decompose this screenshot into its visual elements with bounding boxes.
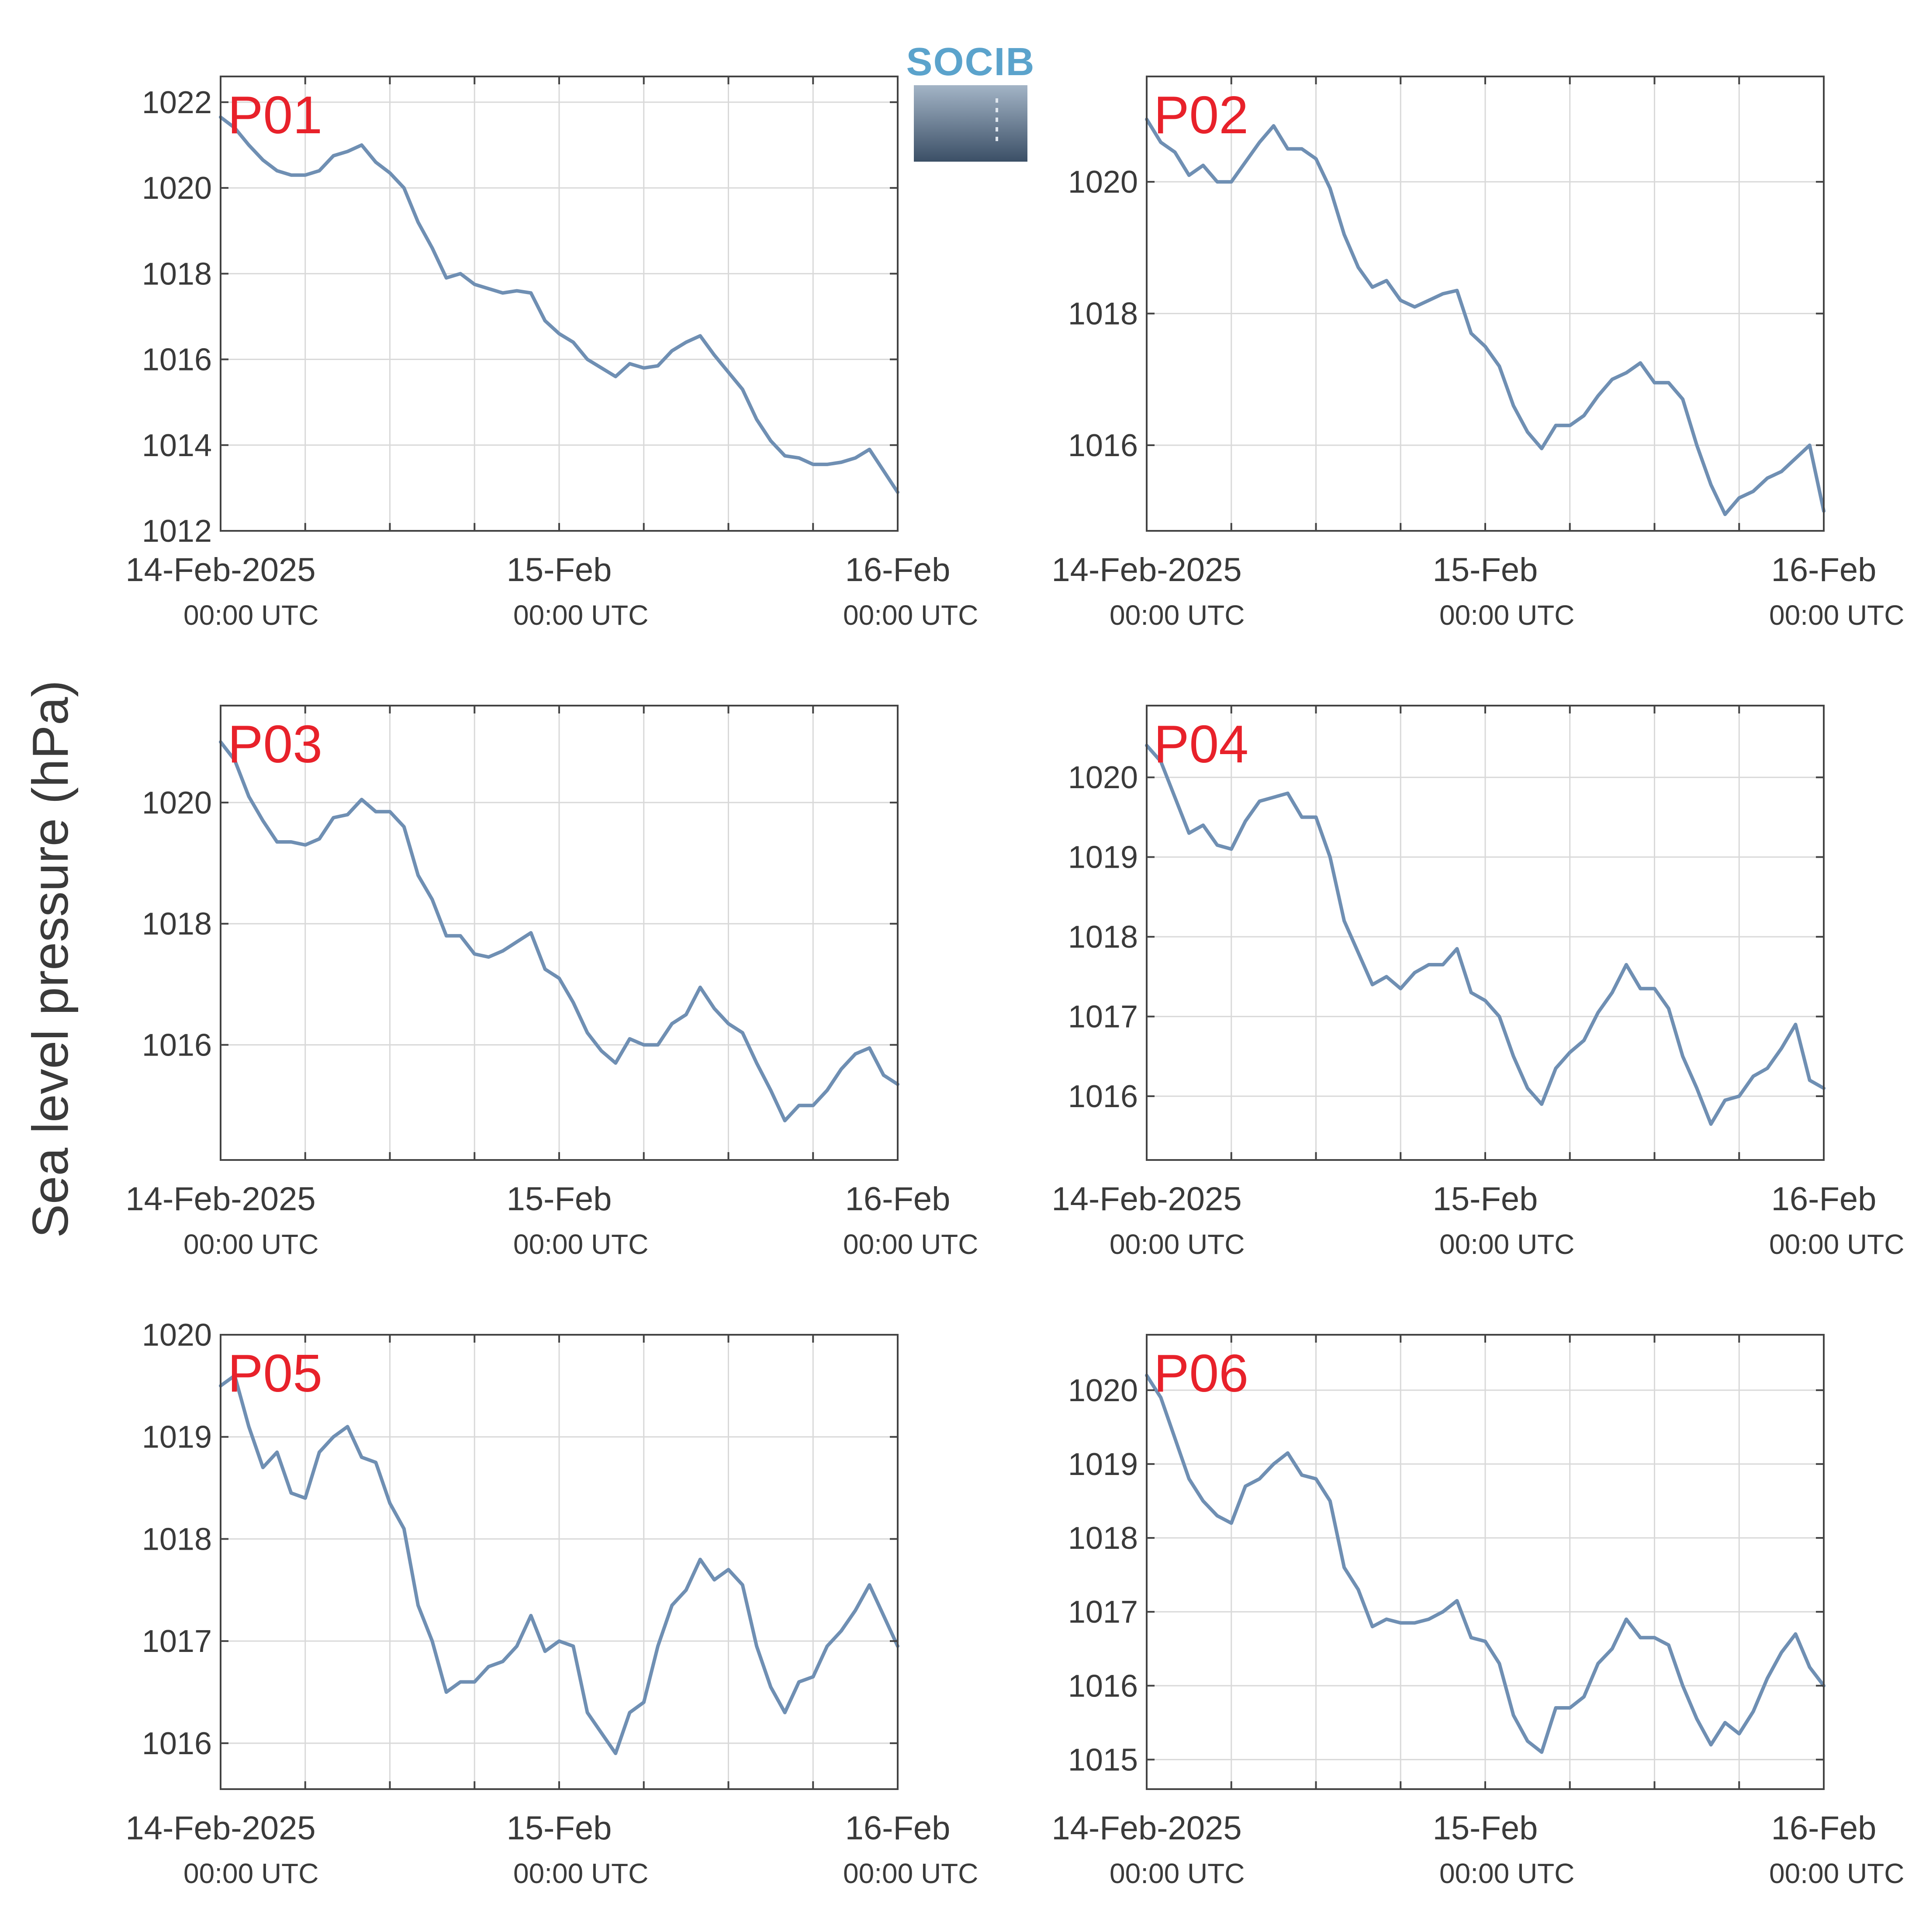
x-tick-sublabel: 00:00 UTC [1769,1229,1904,1260]
chart-panel-p03: 1016 1018 1020 14-Feb-2025 00:00 UTC 15-Feb 00… [125,705,978,1260]
y-tick-label: 1018 [142,1522,212,1557]
x-tick-label: 14-Feb-2025 [125,551,315,589]
y-tick-label: 1019 [1068,1447,1138,1482]
socib-logo-text: SOCIB [906,40,1035,84]
x-tick-label: 14-Feb-2025 [1051,551,1241,589]
y-tick-label: 1016 [142,1028,212,1063]
x-tick-label: 15-Feb [507,551,612,589]
y-tick-label: 1019 [1068,840,1138,875]
y-tick-label: 1020 [1068,760,1138,795]
x-tick-sublabel: 00:00 UTC [1110,599,1245,631]
x-tick-sublabel: 00:00 UTC [843,599,978,631]
x-tick-sublabel: 00:00 UTC [1439,599,1574,631]
y-tick-label: 1022 [142,85,212,120]
x-tick-sublabel: 00:00 UTC [1769,599,1904,631]
x-tick-label: 15-Feb [1433,1810,1538,1847]
pressure-series-line [1145,744,1826,1126]
x-tick-label: 16-Feb [1771,1181,1877,1218]
y-tick-label: 1017 [1068,1595,1138,1630]
x-tick-sublabel: 00:00 UTC [513,1858,648,1889]
y-tick-label: 1018 [142,256,212,291]
x-tick-sublabel: 00:00 UTC [183,1858,318,1889]
y-tick-label: 1016 [1068,1669,1138,1703]
x-tick-label: 14-Feb-2025 [1051,1810,1241,1847]
panel-label: P02 [1154,85,1248,145]
x-tick-label: 16-Feb [845,551,951,589]
y-tick-label: 1015 [1068,1742,1138,1777]
y-tick-label: 1020 [142,1318,212,1353]
y-tick-label: 1017 [142,1624,212,1659]
chart-panel-p01: 1012 1014 1016 1018 1020 1022 14-Feb-2025 00:00… [125,76,978,631]
x-tick-label: 15-Feb [507,1810,612,1847]
x-tick-label: 15-Feb [1433,1181,1538,1218]
panel-label: P04 [1154,714,1248,774]
x-tick-label: 16-Feb [1771,1810,1877,1847]
chart-panels: 1012 1014 1016 1018 1020 1022 14-Feb-2025 00:00… [125,76,1904,1889]
y-tick-label: 1020 [1068,1373,1138,1408]
x-tick-sublabel: 00:00 UTC [513,1229,648,1260]
y-tick-label: 1020 [142,171,212,206]
x-tick-sublabel: 00:00 UTC [1110,1858,1245,1889]
y-tick-label: 1018 [1068,1521,1138,1556]
x-tick-label: 16-Feb [1771,551,1877,589]
x-tick-label: 16-Feb [845,1810,951,1847]
x-tick-sublabel: 00:00 UTC [1769,1858,1904,1889]
y-tick-label: 1020 [142,786,212,821]
x-tick-sublabel: 00:00 UTC [183,599,318,631]
x-tick-label: 14-Feb-2025 [125,1810,315,1847]
panel-label: P03 [228,714,322,774]
socib-logo-block [914,85,1027,162]
x-tick-sublabel: 00:00 UTC [1439,1858,1574,1889]
x-tick-label: 15-Feb [1433,551,1538,589]
y-tick-label: 1017 [1068,1000,1138,1035]
socib-logo: SOCIB [906,40,1035,162]
y-tick-label: 1020 [1068,165,1138,200]
x-tick-sublabel: 00:00 UTC [1439,1229,1574,1260]
pressure-series-line [219,740,899,1122]
x-tick-sublabel: 00:00 UTC [513,599,648,631]
panel-label: P06 [1154,1343,1248,1403]
y-tick-label: 1016 [1068,428,1138,463]
y-tick-label: 1019 [142,1420,212,1455]
x-tick-sublabel: 00:00 UTC [1110,1229,1245,1260]
chart-panel-p04: 1016 1017 1018 1019 1020 14-Feb-2025 00:00 UTC… [1051,705,1904,1260]
x-tick-label: 14-Feb-2025 [125,1181,315,1218]
y-tick-label: 1018 [1068,297,1138,332]
y-tick-label: 1016 [1068,1079,1138,1114]
chart-panel-p05: 1016 1017 1018 1019 1020 14-Feb-2025 00:00 UTC… [125,1318,978,1889]
y-tick-label: 1012 [142,514,212,549]
pressure-series-line [1145,1374,1826,1754]
x-tick-sublabel: 00:00 UTC [183,1229,318,1260]
y-tick-label: 1018 [1068,920,1138,955]
pressure-series-line [219,115,899,494]
chart-panel-p06: 1015 1016 1017 1018 1019 1020 14-Feb-2025 00:00… [1051,1334,1904,1889]
y-tick-label: 1016 [142,343,212,377]
pressure-series-line [1145,118,1826,516]
pressure-series-line [219,1374,899,1755]
panel-label: P05 [228,1343,322,1403]
x-tick-label: 16-Feb [845,1181,951,1218]
panel-label: P01 [228,85,322,145]
chart-panel-p02: 1016 1018 1020 14-Feb-2025 00:00 UTC 15-Feb 00… [1051,76,1904,631]
x-tick-sublabel: 00:00 UTC [843,1229,978,1260]
y-axis-label: Sea level pressure (hPa) [22,680,79,1238]
y-tick-label: 1016 [142,1726,212,1761]
x-tick-sublabel: 00:00 UTC [843,1858,978,1889]
x-tick-label: 14-Feb-2025 [1051,1181,1241,1218]
y-tick-label: 1018 [142,907,212,942]
x-tick-label: 15-Feb [507,1181,612,1218]
y-tick-label: 1014 [142,428,212,463]
